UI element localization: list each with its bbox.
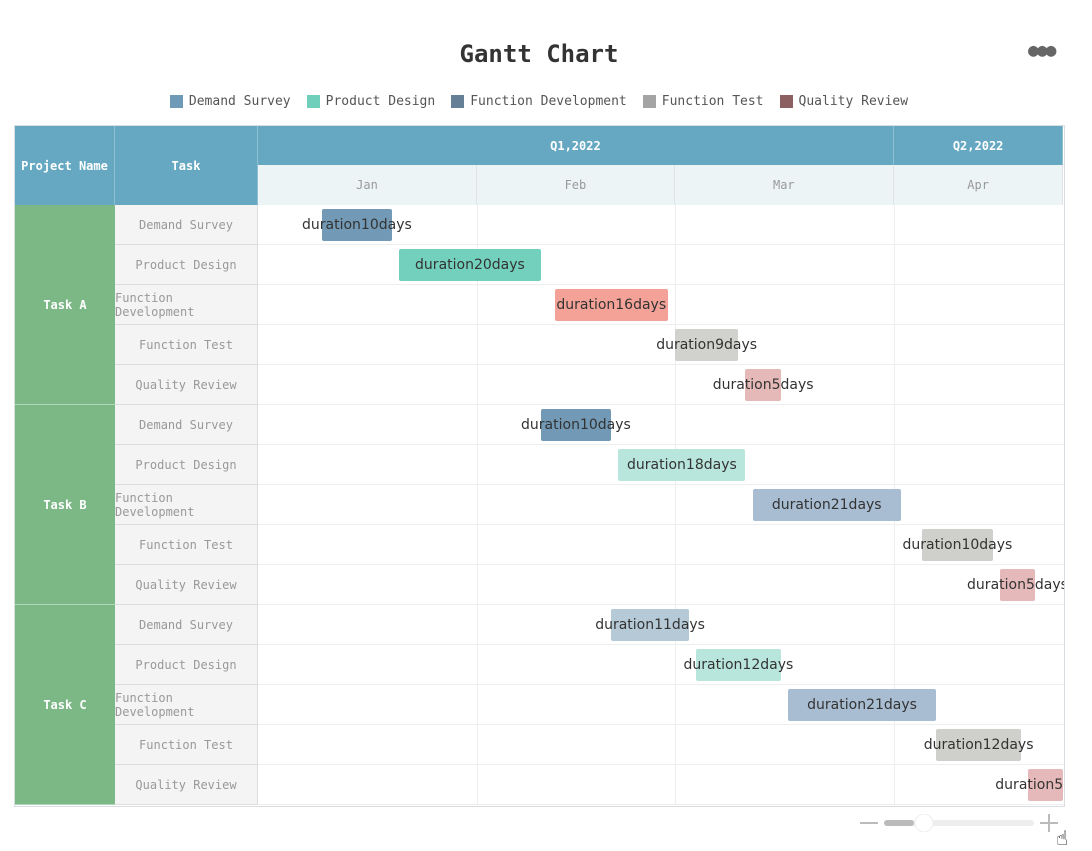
gantt-bar[interactable] xyxy=(321,209,393,241)
project-cell: Task A xyxy=(15,205,115,405)
row-gridline xyxy=(258,324,1064,325)
header-quarter: Q1,2022 xyxy=(258,126,894,165)
bar-label: duration10days xyxy=(521,417,631,433)
gantt-bar[interactable] xyxy=(611,609,689,641)
row-gridline xyxy=(258,604,1064,605)
bar-label: duration21days xyxy=(771,497,882,513)
gantt-bar[interactable] xyxy=(745,369,781,401)
legend-item[interactable]: Quality Review xyxy=(779,94,909,109)
hand-cursor-icon: ☝ xyxy=(1056,826,1069,850)
header-quarter: Q2,2022 xyxy=(893,126,1064,165)
gantt-bar[interactable] xyxy=(554,289,668,321)
gantt-bar[interactable] xyxy=(1028,769,1064,801)
legend-swatch xyxy=(169,95,183,108)
bar-label: duration20days xyxy=(415,257,525,273)
header-month: Jan xyxy=(258,165,477,205)
month-gridline xyxy=(477,205,478,805)
task-cell: Quality Review xyxy=(115,765,258,805)
legend-label: Function Test xyxy=(661,94,764,109)
row-gridline xyxy=(258,804,1064,805)
gantt-bar[interactable] xyxy=(674,329,739,361)
gantt-bar[interactable] xyxy=(696,649,781,681)
legend-swatch xyxy=(451,95,465,108)
task-cell: Quality Review xyxy=(115,365,258,405)
row-gridline xyxy=(258,724,1064,725)
row-gridline xyxy=(258,484,1064,485)
slider-handle[interactable] xyxy=(914,814,934,832)
month-gridline xyxy=(674,205,676,805)
project-cell: Task B xyxy=(15,405,115,605)
task-cell: Function Development xyxy=(115,285,258,325)
legend-swatch xyxy=(642,95,656,108)
header-month: Feb xyxy=(477,165,675,205)
gantt-bar[interactable] xyxy=(618,449,746,481)
header-task: Task xyxy=(115,126,258,205)
legend-label: Demand Survey xyxy=(188,94,291,109)
chart-title: Gantt Chart xyxy=(459,40,619,68)
header-month: Mar xyxy=(674,165,894,205)
header-month: Apr xyxy=(893,165,1064,205)
legend-item[interactable]: Product Design xyxy=(306,94,436,109)
legend: Demand Survey Product Design Function Deve… xyxy=(0,94,1078,109)
legend-item[interactable]: Demand Survey xyxy=(169,94,291,109)
plus-icon[interactable] xyxy=(1040,814,1058,832)
bar-label: duration5days xyxy=(995,777,1064,793)
bar-label: duration5days xyxy=(967,577,1065,593)
bar-label: duration21days xyxy=(807,697,917,713)
bar-label: duration16days xyxy=(556,297,667,313)
bar-label: duration10days xyxy=(302,217,412,233)
minus-icon[interactable] xyxy=(860,822,878,824)
gantt-bar[interactable] xyxy=(540,409,612,441)
row-gridline xyxy=(258,564,1064,565)
row-gridline xyxy=(258,244,1064,245)
task-cell: Demand Survey xyxy=(115,405,258,445)
task-cell: Function Development xyxy=(115,485,258,525)
gantt-bar[interactable] xyxy=(752,489,901,521)
bar-label: duration18days xyxy=(627,457,737,473)
gantt-bar[interactable] xyxy=(936,729,1021,761)
row-gridline xyxy=(258,364,1064,365)
gantt-bar[interactable] xyxy=(399,249,541,281)
task-cell: Function Development xyxy=(115,685,258,725)
more-horizontal-icon[interactable]: ●●● xyxy=(1028,40,1056,61)
row-gridline xyxy=(258,284,1064,285)
gantt-bar[interactable] xyxy=(999,569,1036,601)
bar-label: duration12days xyxy=(683,657,794,673)
legend-label: Quality Review xyxy=(798,94,909,109)
header-project-name: Project Name xyxy=(15,126,115,205)
row-gridline xyxy=(258,684,1064,685)
project-cell: Task C xyxy=(15,605,115,805)
bar-label: duration10days xyxy=(902,537,1013,553)
bar-label: duration5days xyxy=(712,377,814,393)
task-cell: Function Test xyxy=(115,325,258,365)
task-cell: Function Test xyxy=(115,725,258,765)
zoom-slider[interactable] xyxy=(858,814,1060,832)
task-cell: Product Design xyxy=(115,645,258,685)
task-cell: Product Design xyxy=(115,245,258,285)
bar-label: duration12days xyxy=(923,737,1034,753)
bar-label: duration9days xyxy=(656,337,758,353)
task-cell: Demand Survey xyxy=(115,605,258,645)
gantt-bar[interactable] xyxy=(787,689,937,721)
legend-label: Product Design xyxy=(325,94,436,109)
task-cell: Quality Review xyxy=(115,565,258,605)
legend-swatch xyxy=(306,95,320,108)
legend-item[interactable]: Function Development xyxy=(451,94,627,109)
legend-label: Function Development xyxy=(470,94,627,109)
row-gridline xyxy=(258,404,1064,405)
gantt-bar[interactable] xyxy=(922,529,993,561)
row-gridline xyxy=(258,764,1064,765)
legend-swatch xyxy=(779,95,793,108)
row-gridline xyxy=(258,524,1064,525)
row-gridline xyxy=(258,444,1064,445)
slider-fill xyxy=(884,820,914,826)
task-cell: Product Design xyxy=(115,445,258,485)
bar-label: duration11days xyxy=(595,617,705,633)
legend-item[interactable]: Function Test xyxy=(642,94,764,109)
task-cell: Demand Survey xyxy=(115,205,258,245)
row-gridline xyxy=(258,644,1064,645)
task-cell: Function Test xyxy=(115,525,258,565)
gantt-grid: Project Name Task Q1,2022 Q2,2022 Jan Feb Mar A… xyxy=(14,125,1065,807)
